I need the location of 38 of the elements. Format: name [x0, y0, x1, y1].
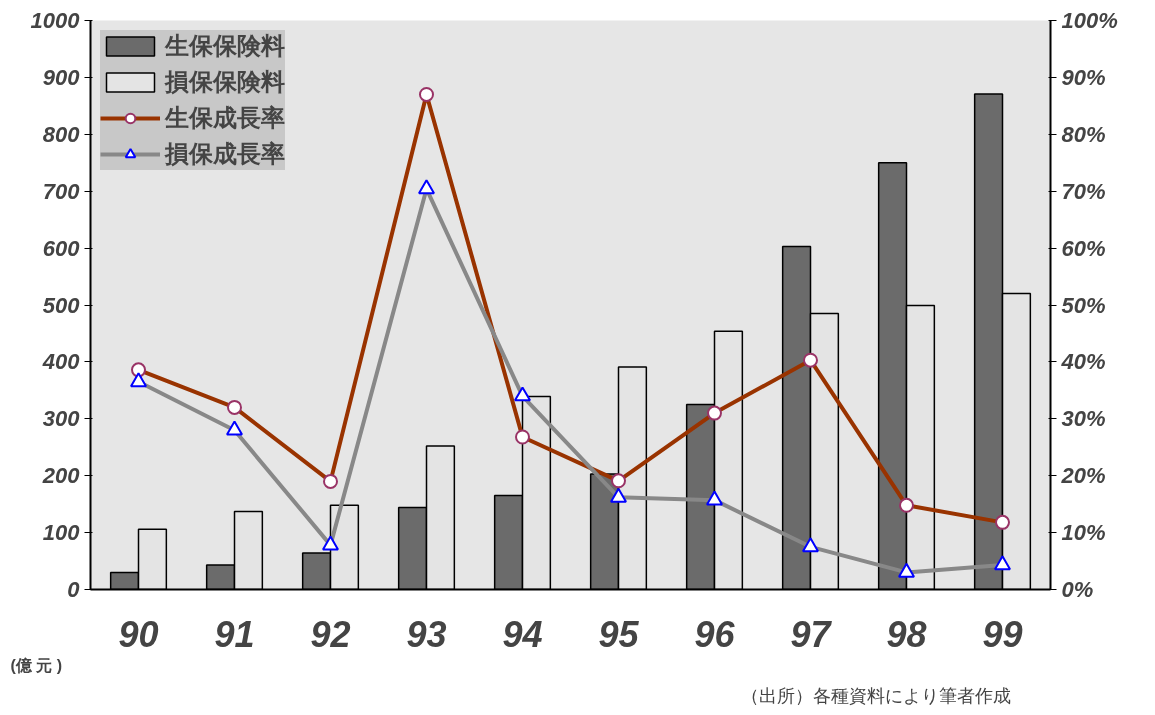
x-tick-label: 95 — [598, 613, 640, 655]
x-tick-label: 98 — [886, 613, 927, 655]
y-tick-label: 200 — [41, 463, 81, 489]
y2-tick-label: 0% — [1061, 577, 1094, 602]
y-tick-label: 700 — [42, 178, 81, 204]
legend-label: 生保成長率 — [165, 103, 285, 133]
y2-tick-label: 100% — [1061, 8, 1118, 33]
x-tick-label: 91 — [214, 613, 255, 655]
y-tick-label: 900 — [42, 64, 81, 90]
y-tick-label: 300 — [42, 406, 81, 432]
y-tick-label: 500 — [42, 292, 81, 318]
y2-tick-label: 70% — [1061, 178, 1106, 204]
y-tick-label: 1000 — [30, 8, 81, 33]
x-tick-label: 90 — [118, 613, 159, 655]
legend-label: 損保成長率 — [165, 139, 285, 169]
y2-tick-label: 30% — [1061, 406, 1106, 432]
y2-tick-label: 90% — [1061, 64, 1106, 90]
y2-tick-label: 40% — [1060, 349, 1106, 375]
y-axis-title: (億 元 ) — [10, 656, 63, 674]
x-tick-label: 99 — [982, 613, 1023, 655]
y2-tick-label: 50% — [1061, 292, 1106, 318]
y2-tick-label: 60% — [1061, 235, 1106, 261]
y-tick-label: 600 — [42, 235, 81, 261]
y-tick-label: 0 — [67, 577, 81, 602]
y2-tick-label: 80% — [1061, 121, 1106, 147]
y-tick-label: 100 — [42, 520, 81, 546]
legend-label: 損保保険料 — [165, 67, 285, 97]
legend-label: 生保保険料 — [165, 31, 285, 61]
text: （出所）各種資料により筆者作成 — [740, 685, 1011, 706]
y2-tick-label: 10% — [1061, 520, 1106, 546]
y-tick-label: 800 — [42, 121, 81, 147]
y-tick-label: 400 — [41, 349, 81, 375]
x-tick-label: 96 — [694, 613, 736, 655]
x-tick-label: 93 — [406, 613, 447, 655]
x-tick-label: 97 — [790, 613, 833, 655]
x-tick-label: 92 — [310, 613, 351, 655]
y2-tick-label: 20% — [1060, 463, 1106, 489]
x-tick-label: 94 — [502, 613, 543, 655]
